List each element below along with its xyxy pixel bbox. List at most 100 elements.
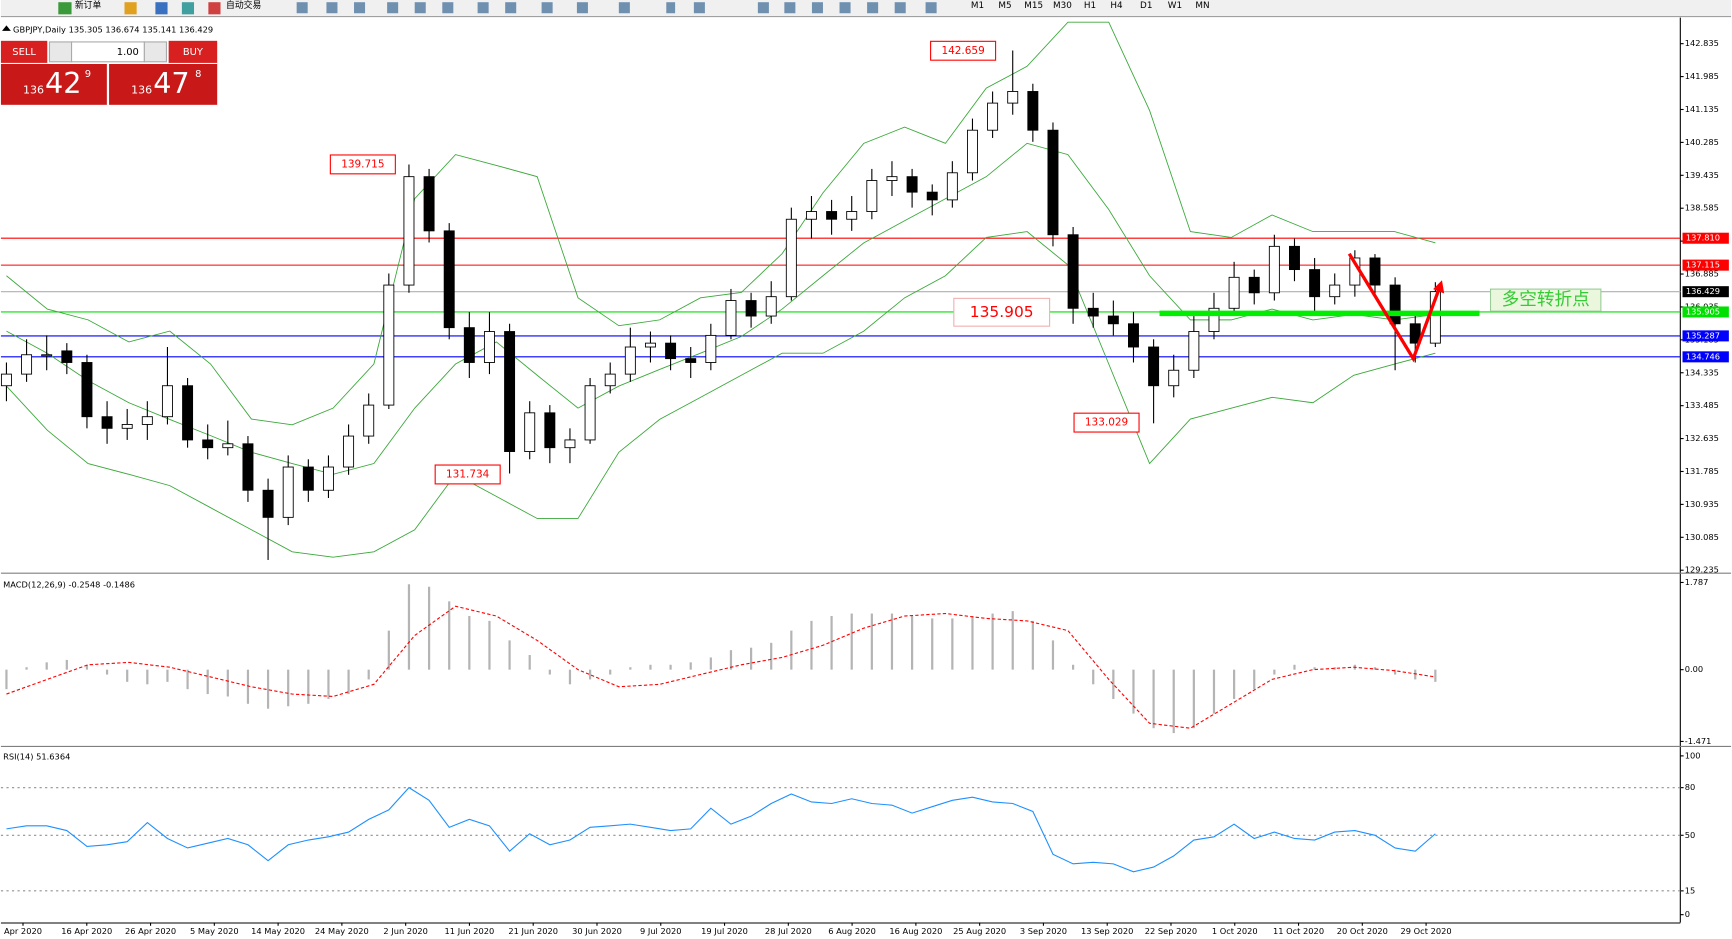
tool-icon[interactable] [414,2,426,14]
timeframe-button[interactable]: M30 [1053,1,1072,11]
candle-body [1268,245,1280,294]
x-tick-label: 16 Aug 2020 [889,926,942,936]
tool-icon[interactable] [757,2,769,14]
candle-body [463,327,475,363]
candle-body [584,385,596,441]
macd-bar [1112,669,1115,699]
tool-icon[interactable] [354,2,366,14]
timeframe-button[interactable]: D1 [1140,1,1152,11]
x-tick-label: 24 May 2020 [315,926,369,936]
y-tick-label: 80 [1685,782,1696,792]
new-order-button[interactable]: 新订单 [75,0,102,11]
candle-body [504,331,516,452]
tool-icon[interactable] [505,2,517,14]
buy-button[interactable] [168,40,218,63]
candle-body [1228,276,1240,309]
macd-bar [1192,669,1195,729]
macd-bar [186,669,189,690]
tool-icon[interactable] [666,2,676,14]
x-tick-label: 29 Oct 2020 [1401,926,1452,936]
lot-up[interactable] [143,41,167,63]
tool-icon[interactable] [811,2,823,14]
tool-icon[interactable] [925,2,937,14]
timeframe-button[interactable]: H4 [1110,1,1123,11]
candle-body [826,211,838,220]
toolbar-icon[interactable] [181,2,195,15]
candle-body [262,489,274,518]
macd-bar [629,667,632,670]
macd-bar [890,613,894,670]
buy-price-box[interactable] [109,63,218,105]
x-tick-label: 13 Sep 2020 [1081,926,1133,936]
candle-body [564,439,576,449]
macd-bar [367,669,370,680]
tool-icon[interactable] [296,2,308,14]
sell-price-box[interactable] [0,63,107,105]
macd-bar [206,669,209,695]
tool-icon[interactable] [894,2,906,14]
tool-icon[interactable] [618,2,630,14]
macd-bar [407,584,411,670]
tool-icon[interactable] [867,2,879,14]
macd-bar [287,669,290,707]
candle-body [745,300,757,317]
tool-icon[interactable] [839,2,851,14]
macd-bar [1172,669,1175,734]
sell-price-tail: 9 [85,69,91,80]
level-label-box [1682,232,1729,244]
auto-trade-icon[interactable] [208,2,221,15]
plot-area [0,17,1681,923]
tool-icon[interactable] [477,2,489,14]
macd-bar [568,669,572,685]
timeframe-button[interactable]: M5 [998,1,1011,11]
toolbar-icon[interactable] [155,2,168,15]
macd-bar [327,669,330,699]
buy-label[interactable]: BUY [183,47,204,58]
macd-bar [5,669,8,690]
chart-title: GBPJPY,Daily 135.305 136.674 135.141 136… [13,24,213,34]
toolbar-icon[interactable] [124,2,137,15]
macd-bar [548,669,551,675]
tool-icon[interactable] [541,2,553,14]
tool-icon[interactable] [326,2,338,14]
macd-bar [468,615,471,670]
new-order-icon[interactable] [58,2,72,15]
price-label: 135.905 [970,303,1034,321]
macd-bar [387,630,390,670]
lot-value[interactable]: 1.00 [117,47,139,58]
timeframe-button[interactable]: H1 [1084,1,1096,11]
candle-body [1409,323,1421,344]
macd-bar [45,662,48,670]
x-tick-label: 5 May 2020 [190,926,239,936]
macd-bar [749,647,753,670]
candle-body [1107,315,1119,325]
y-tick-label: 50 [1685,830,1696,840]
timeframe-button[interactable]: W1 [1168,1,1182,11]
rsi-line [6,786,1436,873]
sell-label[interactable]: SELL [12,47,36,58]
timeframe-button[interactable]: M1 [971,1,984,11]
tool-icon[interactable] [387,2,399,14]
tool-icon[interactable] [693,2,705,14]
timeframe-button[interactable]: M15 [1024,1,1043,11]
auto-trade-button[interactable]: 自动交易 [226,0,261,11]
lot-down[interactable] [48,41,73,63]
tool-icon[interactable] [442,2,454,14]
sell-button[interactable] [0,40,48,63]
x-tick-label: 1 Oct 2020 [1212,926,1258,936]
macd-bar [870,613,873,670]
x-tick-label: 16 Apr 2020 [61,926,112,936]
price-label-box [953,297,1051,327]
candle-body [725,300,737,336]
level-label: 137.115 [1686,260,1720,270]
rsi-title: RSI(14) 51.6364 [3,751,70,761]
candle-body [1208,307,1220,332]
timeframe-button[interactable]: MN [1195,1,1209,11]
tool-icon[interactable] [576,2,588,14]
macd-bar [307,669,310,704]
tool-icon[interactable] [784,2,796,14]
candle-body [1027,91,1039,131]
candle-body [202,439,214,449]
macd-bar [1152,669,1155,729]
collapse-arrow[interactable] [2,25,11,31]
